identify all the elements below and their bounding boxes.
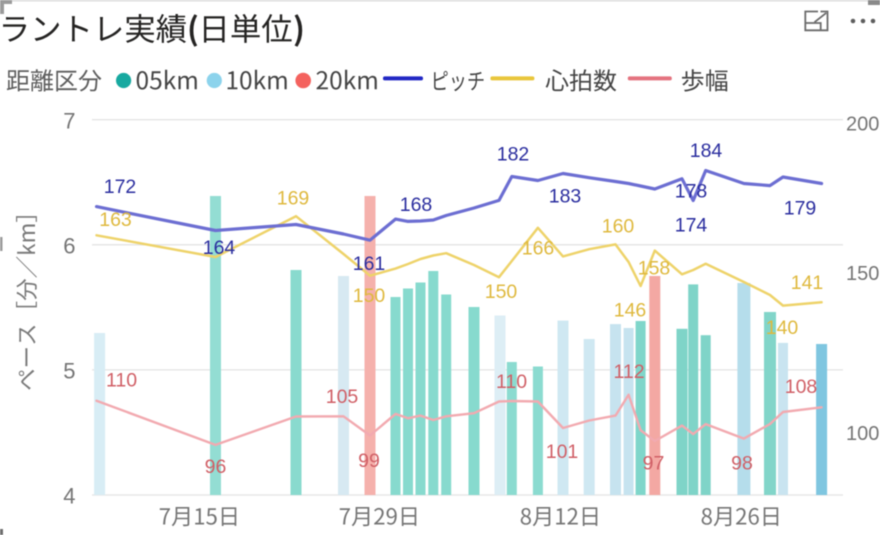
svg-text:184: 184 [690,140,723,162]
svg-text:112: 112 [613,361,644,383]
svg-text:6: 6 [63,234,75,259]
svg-text:166: 166 [522,238,555,260]
svg-text:164: 164 [203,237,236,259]
svg-text:161: 161 [353,253,386,275]
svg-text:168: 168 [400,194,433,216]
svg-text:98: 98 [731,453,753,475]
svg-text:99: 99 [358,450,380,472]
svg-text:150: 150 [846,263,879,285]
svg-text:7: 7 [63,109,75,134]
svg-text:163: 163 [99,209,132,231]
svg-text:150: 150 [353,285,386,307]
svg-text:110: 110 [496,371,527,393]
svg-text:140: 140 [766,317,799,339]
svg-text:4: 4 [63,484,75,509]
svg-text:174: 174 [675,215,708,237]
svg-text:105: 105 [326,386,359,408]
svg-text:108: 108 [785,376,818,398]
svg-text:5: 5 [63,359,75,384]
svg-text:97: 97 [643,453,665,475]
svg-text:100: 100 [846,423,879,445]
svg-text:160: 160 [602,216,635,238]
svg-text:146: 146 [614,300,647,322]
svg-text:150: 150 [485,281,518,303]
svg-text:183: 183 [549,186,582,208]
svg-text:110: 110 [106,370,137,392]
svg-text:141: 141 [791,272,824,294]
svg-text:169: 169 [277,188,310,210]
svg-text:96: 96 [205,456,227,478]
svg-text:172: 172 [104,176,137,198]
svg-text:158: 158 [638,258,671,280]
svg-text:179: 179 [784,198,817,220]
svg-text:182: 182 [497,144,530,166]
svg-text:200: 200 [846,114,879,136]
svg-text:101: 101 [546,441,579,463]
svg-text:178: 178 [675,181,708,203]
